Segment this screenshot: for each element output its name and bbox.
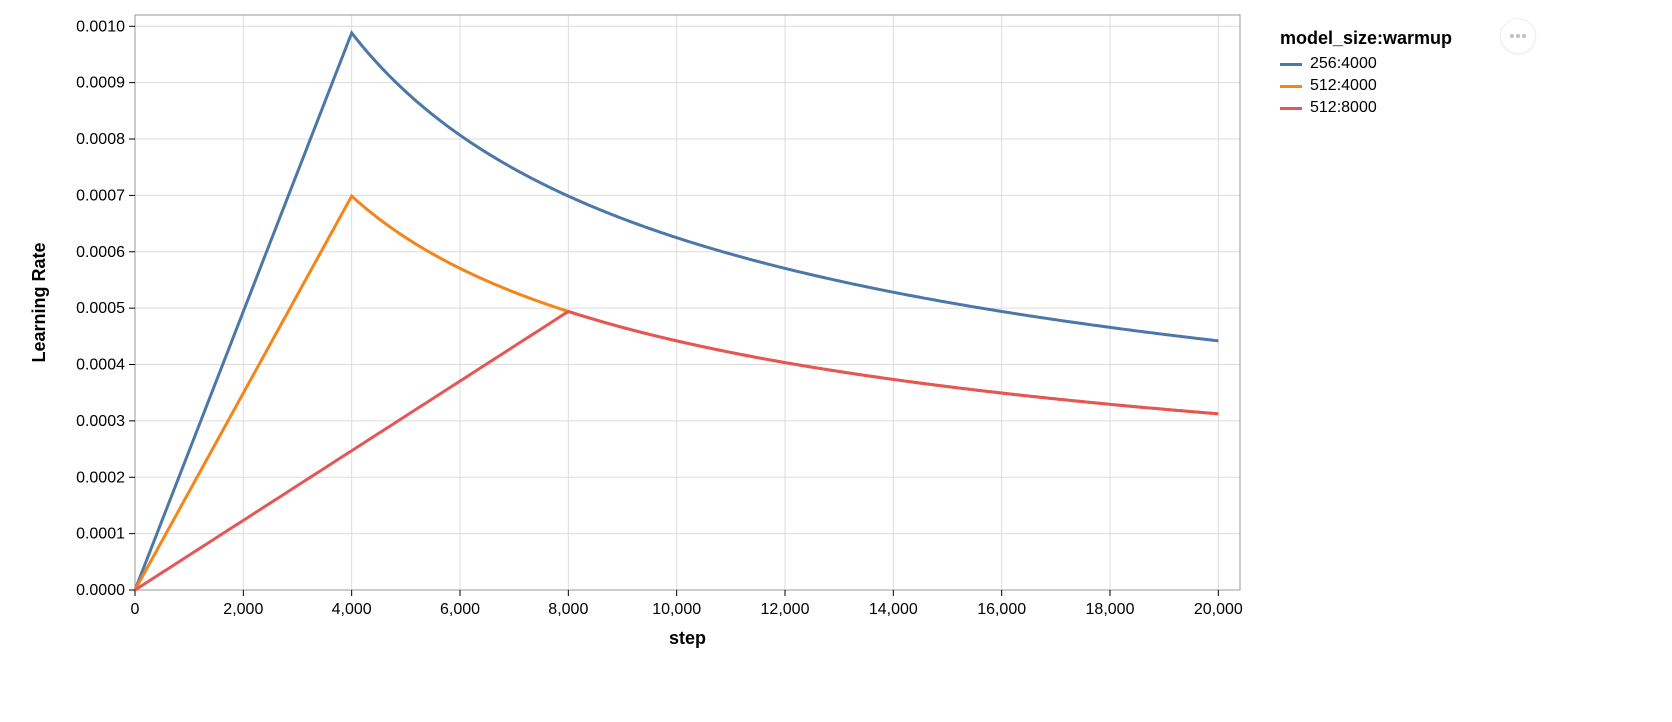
- y-tick-label: 0.0001: [76, 526, 125, 543]
- x-tick-label: 10,000: [652, 601, 701, 618]
- x-axis-label: step: [669, 628, 706, 648]
- x-tick-label: 0: [131, 601, 140, 618]
- legend-item-label: 512:8000: [1310, 99, 1377, 117]
- legend-item-label: 256:4000: [1310, 55, 1377, 73]
- legend-item[interactable]: 256:4000: [1280, 55, 1452, 73]
- legend-color-swatch: [1280, 63, 1302, 66]
- y-tick-label: 0.0010: [76, 18, 125, 35]
- x-tick-label: 2,000: [223, 601, 263, 618]
- legend-items: 256:4000 512:4000 512:8000: [1280, 55, 1452, 117]
- legend-color-swatch: [1280, 107, 1302, 110]
- x-tick-label: 16,000: [977, 601, 1026, 618]
- y-axis-label: Learning Rate: [29, 242, 49, 362]
- x-tick-label: 20,000: [1194, 601, 1243, 618]
- ellipsis-icon: [1509, 33, 1527, 39]
- legend-color-swatch: [1280, 85, 1302, 88]
- plot-border: [135, 15, 1240, 590]
- x-tick-label: 4,000: [332, 601, 372, 618]
- y-tick-label: 0.0004: [76, 357, 125, 374]
- x-tick-label: 8,000: [548, 601, 588, 618]
- y-tick-label: 0.0007: [76, 187, 125, 204]
- chart-menu-button[interactable]: [1500, 18, 1536, 54]
- y-tick-label: 0.0000: [76, 582, 125, 599]
- y-tick-label: 0.0008: [76, 131, 125, 148]
- legend-item[interactable]: 512:4000: [1280, 77, 1452, 95]
- legend: model_size:warmup 256:4000 512:4000 512:80…: [1280, 28, 1452, 121]
- legend-title: model_size:warmup: [1280, 28, 1452, 49]
- y-tick-label: 0.0002: [76, 469, 125, 486]
- y-tick-label: 0.0005: [76, 300, 125, 317]
- legend-item-label: 512:4000: [1310, 77, 1377, 95]
- chart-svg: 0 2,000 4,000 6,000 8,000 10,000 12,000 14,000 1…: [0, 0, 1260, 670]
- legend-item[interactable]: 512:8000: [1280, 99, 1452, 117]
- y-tick-label: 0.0009: [76, 75, 125, 92]
- y-tick-label: 0.0003: [76, 413, 125, 430]
- x-tick-label: 6,000: [440, 601, 480, 618]
- x-tick-label: 14,000: [869, 601, 918, 618]
- x-tick-label: 18,000: [1086, 601, 1135, 618]
- page-root: 0 2,000 4,000 6,000 8,000 10,000 12,000 14,000 1…: [0, 0, 1672, 722]
- y-tick-label: 0.0006: [76, 244, 125, 261]
- x-tick-label: 12,000: [761, 601, 810, 618]
